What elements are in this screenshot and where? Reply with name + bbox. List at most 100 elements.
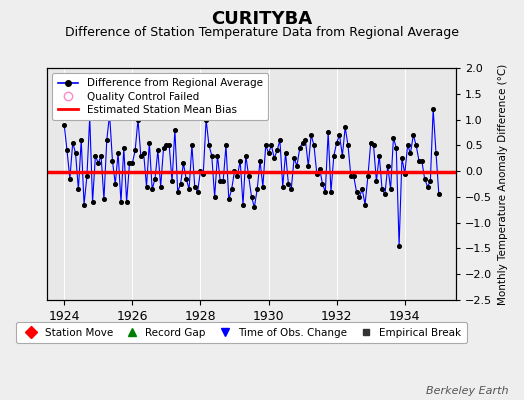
Point xyxy=(372,178,380,185)
Point xyxy=(80,202,88,208)
Point xyxy=(191,183,199,190)
Point xyxy=(188,142,196,148)
Point xyxy=(100,196,108,203)
Point xyxy=(358,186,366,192)
Point xyxy=(290,155,298,162)
Point xyxy=(219,178,227,185)
Point xyxy=(350,173,358,180)
Point xyxy=(420,176,429,182)
Point xyxy=(378,186,386,192)
Point xyxy=(318,181,326,187)
Point xyxy=(307,132,315,138)
Point xyxy=(177,181,185,187)
Point xyxy=(355,194,364,200)
Point xyxy=(94,160,103,166)
Point xyxy=(139,150,148,156)
Point xyxy=(369,142,378,148)
Point xyxy=(375,152,384,159)
Point xyxy=(213,152,222,159)
Point xyxy=(173,188,182,195)
Point xyxy=(423,183,432,190)
Point xyxy=(327,188,335,195)
Legend: Station Move, Record Gap, Time of Obs. Change, Empirical Break: Station Move, Record Gap, Time of Obs. C… xyxy=(16,322,467,343)
Point xyxy=(134,116,142,123)
Point xyxy=(154,147,162,154)
Point xyxy=(225,196,233,203)
Point xyxy=(401,170,409,177)
Point xyxy=(199,170,208,177)
Point xyxy=(103,137,111,143)
Point xyxy=(432,150,440,156)
Point xyxy=(335,132,344,138)
Point xyxy=(202,116,210,123)
Point xyxy=(208,152,216,159)
Point xyxy=(159,145,168,151)
Point xyxy=(418,158,426,164)
Point xyxy=(310,142,318,148)
Point xyxy=(105,111,114,118)
Point xyxy=(151,176,159,182)
Point xyxy=(165,142,173,148)
Text: CURITYBA: CURITYBA xyxy=(212,10,312,28)
Point xyxy=(435,191,443,198)
Point xyxy=(123,199,131,205)
Point xyxy=(211,194,219,200)
Point xyxy=(273,147,281,154)
Point xyxy=(137,152,145,159)
Point xyxy=(296,145,304,151)
Point xyxy=(69,140,77,146)
Point xyxy=(119,145,128,151)
Point xyxy=(403,142,412,148)
Point xyxy=(352,188,361,195)
Point xyxy=(97,152,105,159)
Point xyxy=(162,142,171,148)
Point xyxy=(143,183,151,190)
Point xyxy=(182,176,190,182)
Point xyxy=(384,163,392,169)
Point xyxy=(344,142,352,148)
Point xyxy=(128,160,136,166)
Point xyxy=(157,183,165,190)
Point xyxy=(287,186,296,192)
Point xyxy=(179,160,188,166)
Point xyxy=(367,140,375,146)
Point xyxy=(398,155,406,162)
Point xyxy=(227,186,236,192)
Point xyxy=(324,129,332,136)
Point xyxy=(389,134,398,141)
Point xyxy=(250,204,258,210)
Point xyxy=(245,173,253,180)
Point xyxy=(299,140,307,146)
Point xyxy=(168,178,176,185)
Point xyxy=(233,173,242,180)
Point xyxy=(381,191,389,198)
Point xyxy=(231,168,239,174)
Point xyxy=(409,132,418,138)
Point xyxy=(313,170,321,177)
Point xyxy=(148,186,156,192)
Point xyxy=(429,106,438,112)
Point xyxy=(131,147,139,154)
Point xyxy=(60,122,69,128)
Point xyxy=(332,140,341,146)
Point xyxy=(267,142,276,148)
Point xyxy=(145,140,154,146)
Point xyxy=(276,137,284,143)
Point xyxy=(242,152,250,159)
Text: Difference of Station Temperature Data from Regional Average: Difference of Station Temperature Data f… xyxy=(65,26,459,39)
Point xyxy=(386,186,395,192)
Point xyxy=(66,176,74,182)
Point xyxy=(171,127,179,133)
Point xyxy=(205,142,213,148)
Point xyxy=(426,178,434,185)
Point xyxy=(392,145,400,151)
Point xyxy=(185,186,193,192)
Point xyxy=(196,168,205,174)
Point xyxy=(293,163,301,169)
Point xyxy=(89,199,97,205)
Point xyxy=(304,163,312,169)
Point xyxy=(412,142,420,148)
Point xyxy=(415,158,423,164)
Point xyxy=(83,173,91,180)
Point xyxy=(347,173,355,180)
